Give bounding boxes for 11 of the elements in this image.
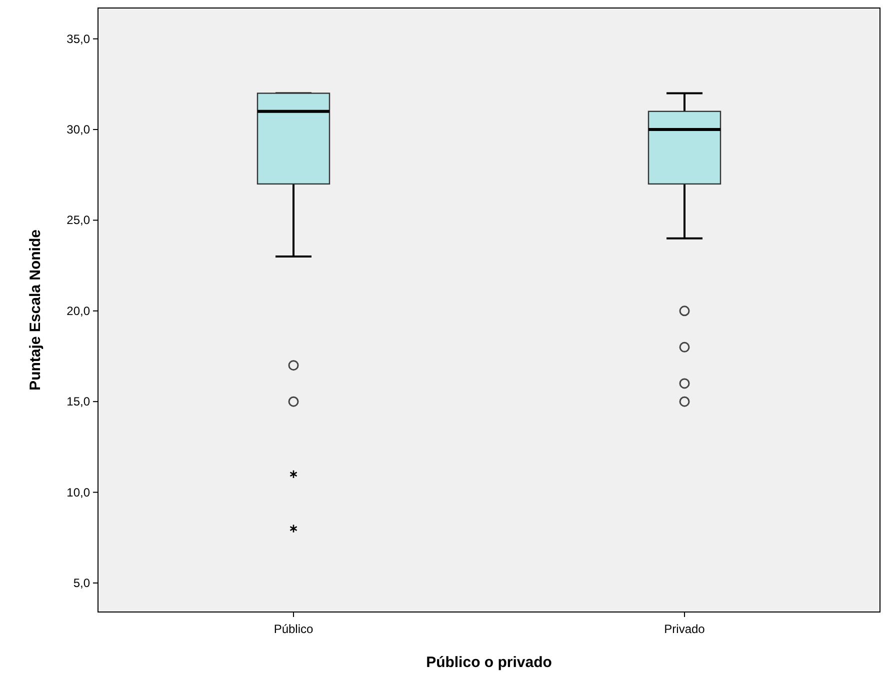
y-tick-label: 5,0 — [73, 576, 90, 590]
y-axis-title: Puntaje Escala Nonide — [27, 230, 44, 390]
y-tick-label: 35,0 — [66, 32, 90, 46]
y-tick-label: 25,0 — [66, 213, 90, 228]
y-tick-label: 10,0 — [66, 485, 90, 500]
y-tick-label: 20,0 — [66, 304, 90, 318]
x-axis-title: Público o privado — [426, 654, 552, 671]
x-tick-label: Privado — [664, 622, 706, 636]
y-tick-label: 30,0 — [66, 122, 90, 137]
x-tick-label: Público — [274, 622, 314, 636]
y-tick-label: 15,0 — [66, 394, 90, 409]
